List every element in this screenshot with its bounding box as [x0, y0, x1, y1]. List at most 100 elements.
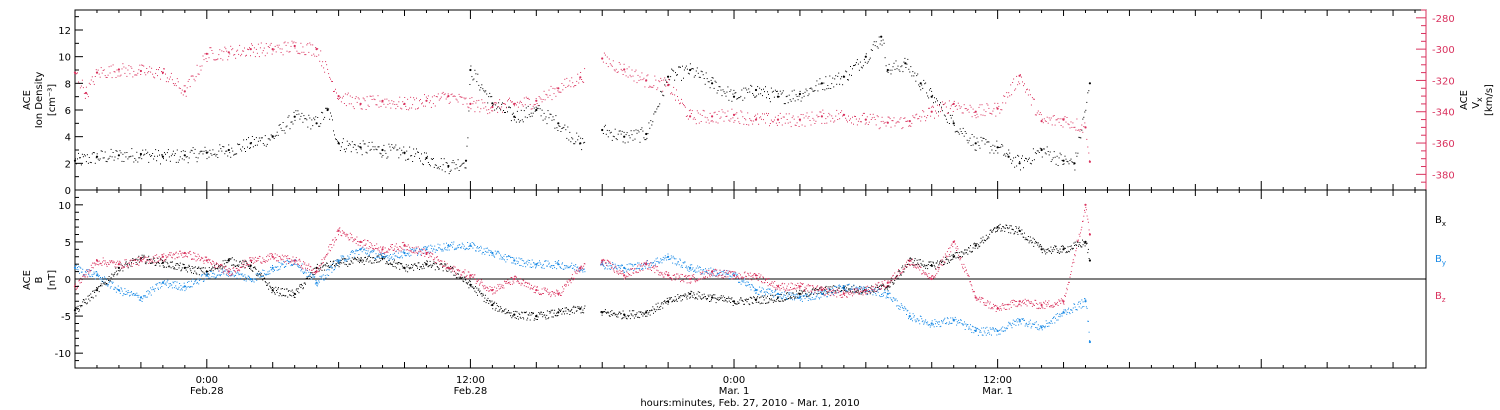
bx-sample — [420, 266, 422, 268]
by-sample — [482, 252, 484, 253]
by-sample — [237, 272, 239, 274]
density-sample — [842, 84, 844, 86]
vx-sample — [862, 112, 864, 114]
vx-sample — [233, 54, 235, 56]
by-sample — [556, 262, 558, 264]
vx-sample — [752, 123, 754, 125]
by-sample — [76, 268, 78, 270]
vx-sample — [179, 88, 181, 89]
density-sample — [420, 160, 421, 162]
by-sample — [176, 281, 178, 283]
density-sample — [1087, 92, 1089, 94]
bx-sample — [299, 285, 301, 287]
bx-sample — [1026, 238, 1028, 240]
bx-sample — [900, 274, 902, 276]
bx-sample — [934, 266, 936, 268]
density-sample — [221, 150, 223, 152]
bx-sample — [1059, 248, 1061, 250]
bx-sample — [908, 259, 909, 261]
density-sample — [380, 153, 382, 155]
vx-sample — [160, 78, 161, 80]
by-sample — [318, 280, 320, 282]
density-sample — [616, 139, 618, 141]
density-sample — [167, 149, 169, 151]
bx-sample — [1051, 249, 1053, 251]
vx-sample — [511, 101, 513, 103]
by-sample — [867, 286, 869, 288]
density-sample — [103, 157, 105, 159]
vx-point — [205, 52, 208, 55]
by-sample — [214, 277, 216, 279]
vx-sample — [726, 115, 728, 117]
by-sample — [384, 253, 386, 255]
by-sample — [672, 255, 674, 257]
bx-sample — [941, 261, 943, 263]
bx-sample — [559, 310, 561, 311]
density-sample — [850, 66, 851, 67]
density-sample — [434, 164, 436, 166]
vx-point — [996, 107, 999, 110]
by-sample — [715, 270, 717, 272]
vx-sample — [1053, 115, 1055, 116]
density-sample — [664, 84, 666, 86]
bx-sample — [747, 299, 749, 300]
by-sample — [162, 282, 163, 283]
bx-sample — [502, 310, 504, 312]
bx-sample — [224, 259, 226, 261]
by-sample — [535, 266, 537, 268]
by-sample — [336, 264, 337, 266]
bx-sample — [873, 291, 875, 293]
bx-sample — [465, 282, 467, 284]
density-sample — [874, 45, 876, 47]
density-sample — [466, 145, 468, 147]
density-sample — [897, 65, 899, 67]
by-sample — [438, 247, 440, 249]
density-sample — [993, 152, 995, 154]
density-sample — [755, 96, 757, 98]
bx-sample — [730, 298, 732, 300]
density-sample — [235, 153, 237, 155]
density-sample — [220, 148, 222, 150]
bx-sample — [428, 265, 430, 267]
vx-sample — [1083, 126, 1085, 128]
density-sample — [125, 156, 127, 158]
bx-sample — [834, 290, 836, 292]
bx-sample — [255, 268, 257, 270]
vx-sample — [375, 104, 377, 106]
vx-sample — [800, 114, 802, 115]
vx-sample — [620, 68, 622, 70]
vx-sample — [1082, 131, 1084, 133]
bx-sample — [250, 268, 252, 270]
density-sample — [675, 72, 676, 74]
vx-sample — [476, 100, 478, 102]
density-sample — [264, 135, 266, 137]
by-sample — [871, 289, 873, 291]
bx-sample — [191, 272, 192, 274]
vx-sample — [1019, 83, 1021, 85]
bx-sample — [1035, 240, 1037, 242]
vx-sample — [1088, 152, 1090, 154]
density-sample — [131, 148, 133, 150]
vx-sample — [136, 74, 138, 76]
vx-sample — [826, 122, 828, 124]
density-sample — [217, 157, 219, 158]
vx-sample — [110, 65, 112, 67]
vx-sample — [89, 83, 91, 85]
by-sample — [844, 288, 846, 290]
by-sample — [199, 278, 201, 280]
bx-sample — [339, 263, 341, 265]
bx-sample — [336, 263, 337, 265]
by-sample — [527, 264, 529, 266]
by-sample — [108, 282, 110, 284]
vx-sample — [495, 102, 497, 104]
density-sample — [442, 164, 444, 166]
vx-sample — [1008, 92, 1010, 94]
density-sample — [1006, 152, 1008, 154]
density-sample — [739, 97, 741, 99]
density-sample — [936, 98, 937, 100]
by-sample — [432, 248, 434, 250]
bx-sample — [1047, 248, 1049, 250]
density-sample — [852, 68, 853, 70]
vx-point — [381, 99, 384, 102]
by-sample — [467, 248, 469, 250]
